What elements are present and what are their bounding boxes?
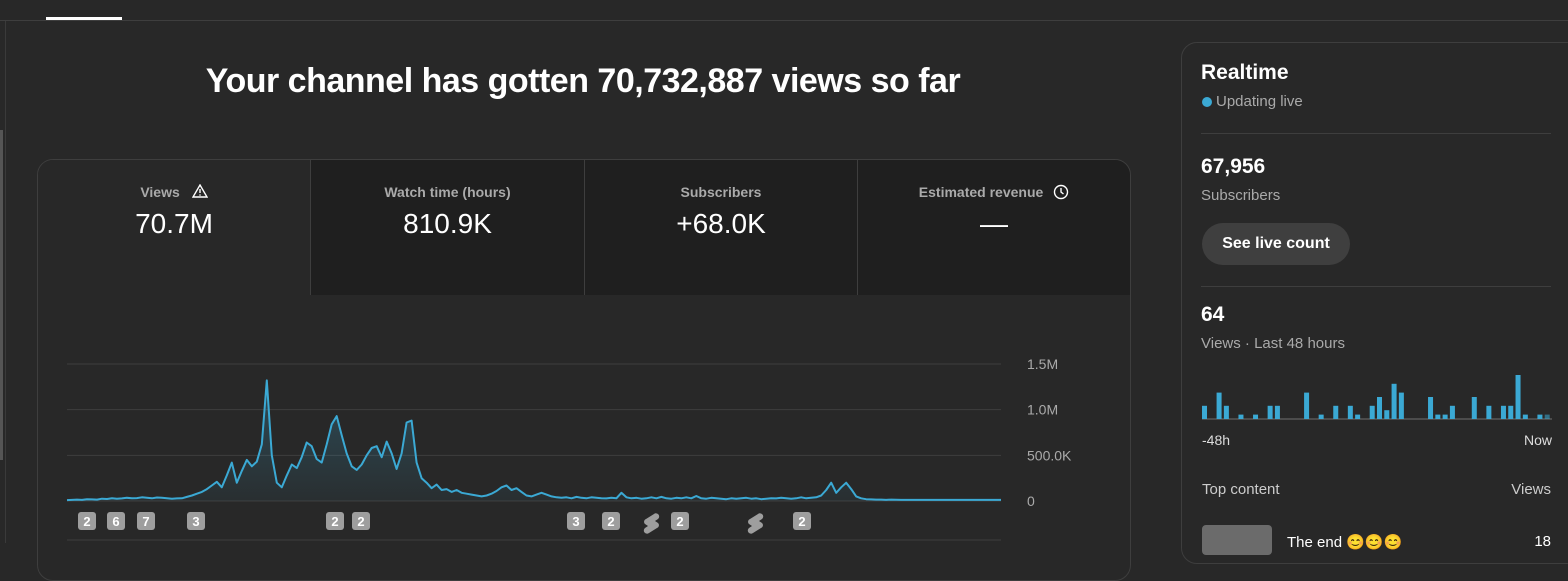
realtime-bar [1216,392,1222,419]
realtime-bar [1274,405,1280,419]
realtime-bar [1253,414,1259,419]
realtime-bar [1333,405,1339,419]
video-marker-label: 3 [192,514,199,529]
views-count: 64 [1201,303,1225,326]
metric-label: Estimated revenue [918,184,1044,200]
video-marker [187,512,205,530]
video-marker-label: 3 [572,514,579,529]
realtime-title: Realtime [1201,61,1289,84]
metric-tab[interactable]: Views 70.7M [38,160,310,295]
realtime-bar [1267,405,1273,419]
video-marker-label: 2 [798,514,805,529]
realtime-bar [1238,414,1244,419]
metric-label: Subscribers [680,184,762,200]
video-marker [567,512,585,530]
shorts-icon [747,513,764,534]
video-marker-label: 2 [676,514,683,529]
realtime-bar [1304,392,1310,419]
video-marker-label: 2 [331,514,338,529]
realtime-bar [1449,405,1455,419]
metric-label: Watch time (hours) [384,184,511,200]
y-tick-label: 500.0K [1027,447,1072,463]
views-area [67,380,1001,501]
realtime-bar [1442,414,1448,419]
subscriber-label: Subscribers [1201,187,1281,204]
video-marker [671,512,689,530]
shorts-icon [643,513,660,534]
metric-tab[interactable]: Estimated revenue — [857,160,1130,295]
page-title: Your channel has gotten 70,732,887 views… [205,62,961,100]
realtime-bar [1355,414,1361,419]
shorts-markers [643,513,764,534]
views-line [66,379,1001,502]
views-chart: 0 500.0K 1.0M 1.5M 2 6 7 3 2 2 3 2 2 2 [66,356,1072,541]
y-tick-label: 1.5M [1027,356,1058,372]
video-marker-label: 7 [142,514,149,529]
video-marker [793,512,811,530]
realtime-bar [1347,405,1353,419]
realtime-bar [1428,397,1434,419]
realtime-bar [1515,375,1521,419]
realtime-chart [1202,375,1552,420]
realtime-bar [1522,414,1528,419]
video-marker [352,512,370,530]
metric-label-row: Views [38,183,310,200]
content-title[interactable]: The end 😊😊😊 [1287,534,1403,551]
realtime-bar [1537,414,1543,419]
realtime-bar [1398,392,1404,419]
metric-label-row: Estimated revenue [858,184,1130,200]
realtime-bar [1508,405,1514,419]
subscriber-count: 67,956 [1201,155,1266,178]
metric-value: +68.0K [676,208,766,239]
y-tick-label: 0 [1027,493,1035,509]
views-label: Views · Last 48 hours [1201,335,1345,352]
video-marker-label: 2 [357,514,364,529]
video-marker [107,512,125,530]
live-status: Updating live [1216,93,1303,110]
thumbnail[interactable] [1202,525,1272,555]
realtime-bar [1544,414,1550,419]
metric-tab[interactable]: Subscribers +68.0K [584,160,857,295]
warning-icon [191,183,208,198]
metric-value: 810.9K [403,208,492,239]
metric-value: — [980,208,1008,239]
live-dot [1202,97,1212,107]
separator [1201,286,1551,287]
top-bar [0,0,1568,21]
metric-tab[interactable]: Watch time (hours) 810.9K [310,160,584,295]
divider [5,21,6,543]
active-tab-indicator [46,17,122,20]
realtime-bar [1435,414,1441,419]
realtime-bar [1318,414,1324,419]
video-marker [137,512,155,530]
content-views: 18 [1534,533,1551,550]
realtime-bar [1202,405,1207,419]
metric-label: Views [140,184,180,200]
clock-icon [1053,184,1069,200]
video-marker [326,512,344,530]
see-live-count-button[interactable]: See live count [1202,223,1350,265]
metric-value: 70.7M [135,208,213,239]
top-content-metric: Views [1511,481,1551,498]
x-label: -48h [1202,432,1231,448]
realtime-bar [1500,405,1506,419]
top-content-title: Top content [1202,481,1280,498]
video-marker-label: 2 [83,514,90,529]
video-marker-label: 6 [112,514,119,529]
realtime-bar [1486,405,1492,419]
realtime-bar [1377,397,1382,419]
realtime-bar [1391,383,1397,419]
video-marker [78,512,96,530]
realtime-bar [1471,397,1477,419]
realtime-bar [1223,405,1229,419]
realtime-bar [1384,410,1390,419]
video-marker-label: 2 [607,514,614,529]
realtime-bar [1369,405,1375,419]
video-marker [602,512,620,530]
scrollbar [0,130,3,460]
y-tick-label: 1.0M [1027,402,1058,418]
separator [1201,133,1551,134]
x-label: Now [1523,432,1552,448]
